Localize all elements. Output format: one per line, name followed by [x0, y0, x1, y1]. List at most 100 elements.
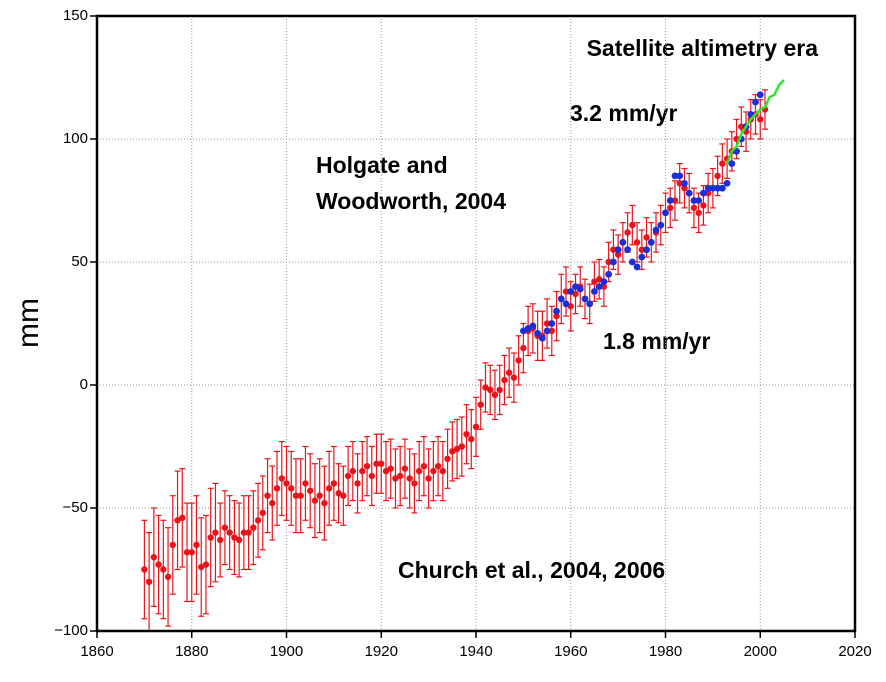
y-tick-label: 0: [80, 376, 88, 393]
point: [325, 485, 333, 492]
point: [354, 480, 361, 487]
point: [174, 517, 181, 524]
annotation: 1.8 mm/yr: [603, 328, 710, 354]
point: [278, 475, 285, 482]
point: [629, 221, 636, 229]
point: [752, 98, 759, 106]
point: [226, 529, 233, 536]
x-tick-label: 1980: [649, 643, 682, 660]
point: [477, 401, 484, 408]
point: [250, 524, 257, 531]
point: [610, 246, 617, 253]
point: [557, 295, 565, 303]
point: [619, 238, 627, 246]
y-tick-label: 50: [71, 253, 88, 270]
point: [254, 517, 262, 524]
point: [283, 480, 290, 487]
point: [164, 573, 172, 581]
point: [411, 480, 418, 487]
point: [700, 202, 707, 209]
point: [718, 184, 726, 192]
point: [169, 541, 176, 549]
point: [529, 322, 537, 330]
point: [609, 258, 617, 266]
point: [591, 278, 598, 285]
point: [605, 270, 613, 278]
point: [515, 357, 522, 364]
point: [378, 460, 385, 467]
point: [155, 561, 162, 568]
point: [463, 431, 470, 438]
point: [382, 467, 390, 475]
point: [643, 246, 650, 254]
point: [600, 283, 608, 290]
point: [714, 172, 721, 180]
point: [330, 480, 338, 487]
point: [700, 189, 707, 197]
point: [344, 472, 352, 480]
point: [231, 534, 238, 541]
point: [681, 185, 688, 192]
point: [188, 549, 195, 556]
line: [725, 79, 785, 165]
point: [657, 221, 665, 229]
y-tick-label: 100: [63, 130, 88, 147]
point: [505, 369, 513, 376]
point: [681, 179, 688, 187]
point: [638, 246, 646, 253]
point: [723, 179, 731, 187]
point: [662, 209, 669, 217]
x-tick-label: 1900: [270, 643, 303, 660]
point: [434, 462, 442, 470]
x-tick-label: 1880: [175, 643, 208, 660]
point: [221, 524, 229, 531]
point: [273, 485, 281, 492]
point: [671, 172, 679, 180]
point: [501, 376, 508, 384]
point: [193, 541, 200, 549]
point: [614, 246, 622, 254]
point: [666, 197, 674, 204]
point: [387, 465, 394, 472]
point: [302, 480, 309, 487]
point: [349, 467, 357, 475]
point: [652, 226, 660, 234]
point: [600, 278, 608, 286]
point: [288, 485, 295, 492]
point: [202, 561, 210, 568]
point: [543, 327, 551, 335]
point: [292, 492, 300, 499]
point: [359, 467, 366, 475]
plot-frame: [95, 14, 857, 633]
point: [671, 197, 679, 204]
annotation: Satellite altimetry era: [587, 35, 819, 61]
annotation: Church et al., 2004, 2006: [398, 557, 665, 583]
point: [534, 329, 541, 337]
point: [553, 307, 560, 315]
x-tick-label: 2000: [744, 643, 777, 660]
y-tick-label: −100: [54, 622, 88, 639]
point: [468, 435, 475, 443]
y-tick-label: 150: [63, 7, 88, 24]
point: [425, 475, 432, 482]
annotation: 3.2 mm/yr: [570, 100, 677, 126]
point: [667, 204, 674, 212]
point: [624, 246, 631, 254]
point: [368, 472, 375, 480]
point: [491, 391, 499, 399]
point: [709, 184, 717, 192]
point: [595, 283, 603, 290]
point: [150, 554, 158, 561]
x-tick-label: 1920: [365, 643, 398, 660]
point: [340, 492, 347, 499]
point: [714, 184, 722, 192]
point: [472, 423, 480, 431]
point: [160, 566, 167, 573]
point: [401, 465, 409, 472]
point: [576, 285, 584, 293]
point: [363, 462, 371, 470]
point: [756, 91, 764, 99]
point: [453, 445, 461, 453]
point: [643, 234, 650, 241]
